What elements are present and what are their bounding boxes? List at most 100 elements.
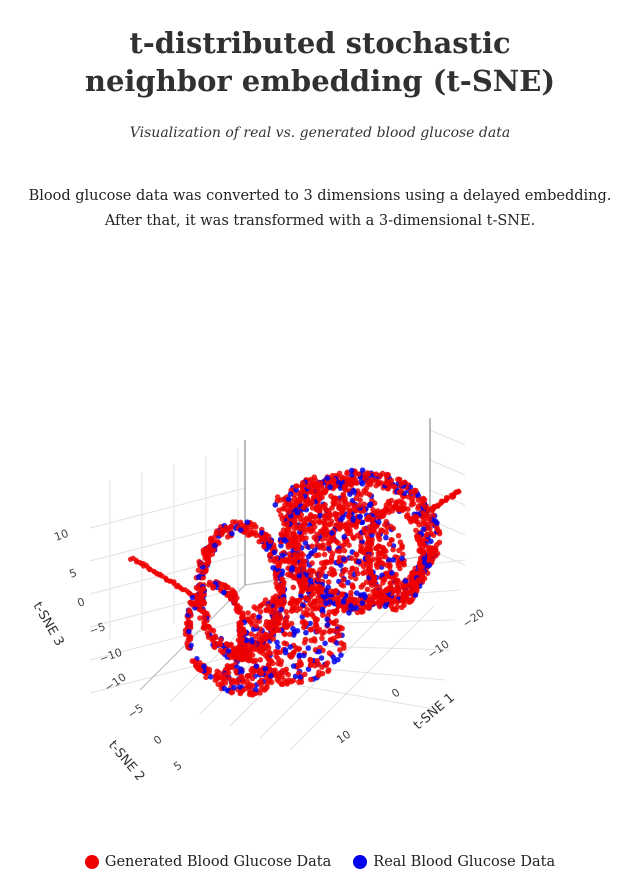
point-generated xyxy=(380,553,386,560)
point-real xyxy=(421,559,428,566)
point-real xyxy=(220,589,227,596)
grid-line xyxy=(429,429,466,446)
point-real xyxy=(256,614,262,620)
point-generated xyxy=(321,564,328,571)
point-generated xyxy=(347,569,353,576)
point-generated xyxy=(433,542,440,548)
z-tick-label: 10 xyxy=(53,527,71,544)
point-generated xyxy=(332,610,338,617)
point-generated xyxy=(233,649,240,655)
point-generated xyxy=(237,639,243,645)
point-real xyxy=(399,555,405,562)
point-generated xyxy=(349,555,355,561)
legend-label-real: Real Blood Glucose Data xyxy=(373,854,556,870)
point-real xyxy=(293,507,300,513)
point-generated xyxy=(366,528,373,534)
point-generated xyxy=(414,518,421,525)
point-generated xyxy=(339,496,346,503)
point-generated xyxy=(283,666,290,673)
point-real xyxy=(262,666,269,672)
point-generated xyxy=(263,619,270,625)
point-generated xyxy=(384,562,391,569)
point-real xyxy=(359,600,366,606)
point-generated xyxy=(330,620,337,626)
axis-title-x: t-SNE 1 xyxy=(411,690,458,733)
point-generated xyxy=(376,536,383,543)
grid-line xyxy=(89,619,246,661)
point-real xyxy=(301,652,307,659)
x-tick-label: −20 xyxy=(460,606,486,630)
point-generated xyxy=(275,627,282,634)
point-generated xyxy=(282,631,288,638)
point-generated xyxy=(283,527,290,533)
point-generated xyxy=(396,547,402,554)
legend-label-generated: Generated Blood Glucose Data xyxy=(104,854,332,870)
description: Blood glucose data was converted to 3 di… xyxy=(0,184,640,234)
point-generated xyxy=(147,567,153,573)
x-tick-label: 0 xyxy=(389,686,402,701)
point-generated xyxy=(329,505,335,511)
point-generated xyxy=(257,609,264,615)
point-generated xyxy=(368,539,375,546)
point-generated xyxy=(200,624,207,631)
point-real xyxy=(302,540,309,546)
point-generated xyxy=(301,610,307,616)
point-generated xyxy=(354,570,361,577)
point-generated xyxy=(319,664,325,670)
point-real xyxy=(287,644,294,650)
point-generated xyxy=(357,535,364,541)
point-generated xyxy=(298,679,305,685)
point-generated xyxy=(296,658,303,665)
point-generated xyxy=(429,507,436,514)
point-generated xyxy=(367,568,374,574)
point-real xyxy=(298,593,304,599)
point-generated xyxy=(314,541,321,548)
point-generated xyxy=(365,604,371,611)
point-generated xyxy=(315,576,321,583)
point-generated xyxy=(386,541,393,547)
legend-item-generated[interactable]: Generated Blood Glucose Data xyxy=(84,854,332,870)
point-real xyxy=(253,663,260,669)
point-real xyxy=(327,484,334,490)
point-generated xyxy=(331,570,338,577)
point-generated xyxy=(226,652,233,658)
point-generated xyxy=(369,516,376,523)
point-real xyxy=(383,534,389,541)
point-generated xyxy=(312,477,319,484)
point-real xyxy=(296,572,303,579)
point-generated xyxy=(353,479,359,486)
point-generated xyxy=(278,497,284,503)
point-generated xyxy=(276,587,282,594)
point-real xyxy=(271,549,278,556)
point-real xyxy=(287,491,294,497)
point-generated xyxy=(283,618,290,625)
point-real xyxy=(238,666,244,672)
point-generated xyxy=(308,611,315,617)
point-generated xyxy=(200,569,206,575)
point-generated xyxy=(251,691,257,697)
legend-item-real[interactable]: Real Blood Glucose Data xyxy=(353,854,555,870)
point-generated xyxy=(383,529,389,536)
point-real xyxy=(359,519,366,526)
legend-swatch-generated xyxy=(84,855,99,869)
point-generated xyxy=(321,551,328,558)
point-generated xyxy=(340,577,347,583)
point-generated xyxy=(340,491,347,498)
point-generated xyxy=(262,631,269,638)
point-generated xyxy=(346,501,353,508)
point-real xyxy=(294,628,301,634)
point-generated xyxy=(364,555,371,562)
point-generated xyxy=(279,576,286,582)
point-generated xyxy=(210,635,216,641)
tsne-3d-scatter-plot[interactable]: −20 −10 0 10 −10 −5 0 5 −10 −5 0 5 10 t-SNE 1 t-SNE … xyxy=(0,390,640,785)
point-generated xyxy=(408,489,414,495)
point-generated xyxy=(399,604,405,611)
point-generated xyxy=(322,525,328,532)
point-generated xyxy=(205,634,212,640)
point-generated xyxy=(305,483,311,490)
point-real xyxy=(290,663,297,669)
point-generated xyxy=(375,543,382,549)
point-generated xyxy=(355,471,362,477)
point-generated xyxy=(417,578,423,585)
point-real xyxy=(189,594,196,601)
